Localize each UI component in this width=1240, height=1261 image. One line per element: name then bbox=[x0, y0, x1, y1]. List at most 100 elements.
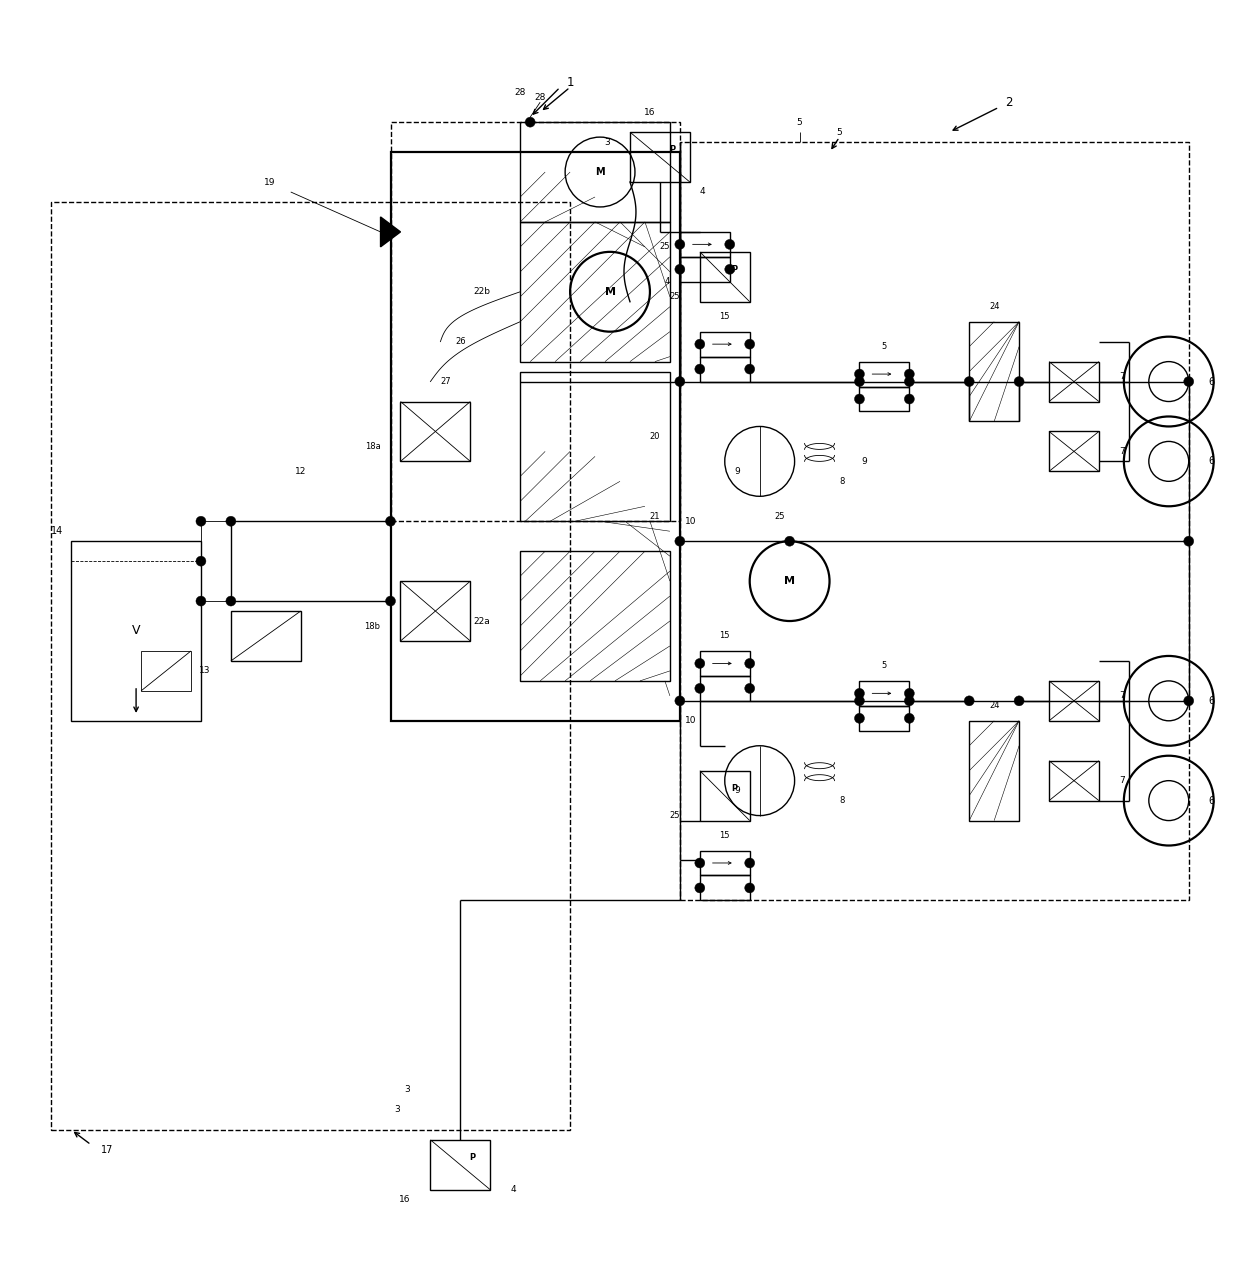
Circle shape bbox=[694, 658, 704, 668]
Text: 28: 28 bbox=[515, 88, 526, 97]
Text: 27: 27 bbox=[440, 377, 450, 386]
Circle shape bbox=[745, 658, 755, 668]
Circle shape bbox=[196, 596, 206, 607]
Text: P: P bbox=[732, 265, 738, 274]
Text: 25: 25 bbox=[660, 242, 670, 251]
Text: 9: 9 bbox=[862, 456, 867, 465]
Circle shape bbox=[694, 883, 704, 893]
Circle shape bbox=[854, 714, 864, 724]
Circle shape bbox=[904, 369, 914, 380]
Circle shape bbox=[386, 516, 396, 526]
Circle shape bbox=[785, 536, 795, 546]
Text: 7: 7 bbox=[1118, 777, 1125, 786]
Text: 28: 28 bbox=[534, 93, 546, 102]
Text: 2: 2 bbox=[1006, 96, 1013, 108]
Circle shape bbox=[675, 536, 684, 546]
Text: 9: 9 bbox=[734, 467, 740, 475]
Circle shape bbox=[854, 369, 864, 380]
Text: 25: 25 bbox=[775, 512, 785, 521]
Text: 4: 4 bbox=[510, 1185, 516, 1194]
Circle shape bbox=[1014, 377, 1024, 387]
Text: 5: 5 bbox=[882, 342, 887, 351]
Circle shape bbox=[526, 117, 536, 127]
Circle shape bbox=[854, 696, 864, 706]
Text: 3: 3 bbox=[404, 1086, 410, 1095]
Circle shape bbox=[724, 265, 735, 275]
Text: M: M bbox=[595, 166, 605, 177]
Circle shape bbox=[196, 556, 206, 566]
Text: 21: 21 bbox=[650, 512, 660, 521]
Text: P: P bbox=[732, 783, 738, 793]
Text: 18b: 18b bbox=[365, 622, 381, 630]
Text: 18a: 18a bbox=[365, 441, 381, 451]
Circle shape bbox=[745, 364, 755, 375]
Circle shape bbox=[904, 714, 914, 724]
Text: 8: 8 bbox=[839, 796, 844, 805]
Text: 26: 26 bbox=[455, 337, 466, 347]
Text: 15: 15 bbox=[719, 313, 730, 322]
Circle shape bbox=[675, 265, 684, 275]
Text: 8: 8 bbox=[839, 477, 844, 485]
Text: 7: 7 bbox=[1118, 446, 1125, 456]
Text: 3: 3 bbox=[604, 137, 610, 146]
Text: P: P bbox=[668, 145, 675, 154]
Polygon shape bbox=[381, 217, 401, 247]
Circle shape bbox=[675, 240, 684, 250]
Circle shape bbox=[196, 516, 206, 526]
Text: 12: 12 bbox=[295, 467, 306, 475]
Circle shape bbox=[745, 883, 755, 893]
Text: 20: 20 bbox=[650, 433, 660, 441]
Text: 4: 4 bbox=[665, 277, 670, 286]
Text: P: P bbox=[469, 1153, 475, 1161]
Text: 24: 24 bbox=[990, 303, 999, 311]
Circle shape bbox=[386, 596, 396, 607]
Circle shape bbox=[694, 857, 704, 868]
Circle shape bbox=[965, 377, 975, 387]
Circle shape bbox=[904, 689, 914, 699]
Circle shape bbox=[854, 393, 864, 404]
Text: M: M bbox=[784, 576, 795, 586]
Text: 7: 7 bbox=[1118, 372, 1125, 381]
Circle shape bbox=[854, 689, 864, 699]
Text: 13: 13 bbox=[200, 666, 211, 676]
Text: 5: 5 bbox=[837, 127, 842, 136]
Circle shape bbox=[745, 339, 755, 349]
Circle shape bbox=[745, 683, 755, 694]
Circle shape bbox=[1184, 696, 1194, 706]
Circle shape bbox=[1014, 696, 1024, 706]
Circle shape bbox=[724, 240, 735, 250]
Circle shape bbox=[694, 364, 704, 375]
Circle shape bbox=[694, 683, 704, 694]
Text: 5: 5 bbox=[882, 662, 887, 671]
Text: 16: 16 bbox=[399, 1195, 410, 1204]
Text: 15: 15 bbox=[719, 632, 730, 641]
Text: 16: 16 bbox=[645, 107, 656, 117]
Circle shape bbox=[904, 393, 914, 404]
Text: 6: 6 bbox=[1209, 796, 1215, 806]
Text: 24: 24 bbox=[990, 701, 999, 710]
Text: 25: 25 bbox=[670, 293, 680, 301]
Text: V: V bbox=[131, 624, 140, 638]
Circle shape bbox=[1184, 536, 1194, 546]
Text: 22a: 22a bbox=[474, 617, 490, 625]
Text: 9: 9 bbox=[734, 786, 740, 796]
Text: 14: 14 bbox=[51, 526, 63, 536]
Circle shape bbox=[1184, 377, 1194, 387]
Text: 6: 6 bbox=[1209, 377, 1215, 387]
Text: 15: 15 bbox=[719, 831, 730, 840]
Text: M: M bbox=[605, 286, 615, 296]
Text: 1: 1 bbox=[567, 76, 574, 88]
Circle shape bbox=[854, 377, 864, 387]
Text: 10: 10 bbox=[684, 517, 697, 526]
Text: 5: 5 bbox=[797, 117, 802, 126]
Circle shape bbox=[965, 696, 975, 706]
Circle shape bbox=[745, 857, 755, 868]
Circle shape bbox=[904, 696, 914, 706]
Circle shape bbox=[226, 596, 236, 607]
Text: 17: 17 bbox=[102, 1145, 114, 1155]
Text: 10: 10 bbox=[684, 716, 697, 725]
Text: 7: 7 bbox=[1118, 691, 1125, 700]
Circle shape bbox=[694, 339, 704, 349]
Text: 6: 6 bbox=[1209, 696, 1215, 706]
Text: 22b: 22b bbox=[474, 288, 490, 296]
